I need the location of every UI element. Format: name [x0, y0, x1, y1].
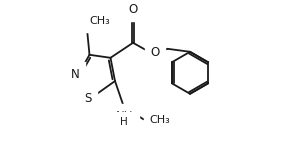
- Text: CH₃: CH₃: [150, 115, 171, 125]
- Text: S: S: [84, 92, 92, 105]
- Text: N: N: [70, 68, 79, 81]
- Text: CH₃: CH₃: [89, 16, 110, 26]
- Text: O: O: [151, 46, 160, 59]
- Text: H: H: [120, 117, 128, 127]
- Text: O: O: [128, 3, 138, 16]
- Text: NH: NH: [116, 110, 133, 123]
